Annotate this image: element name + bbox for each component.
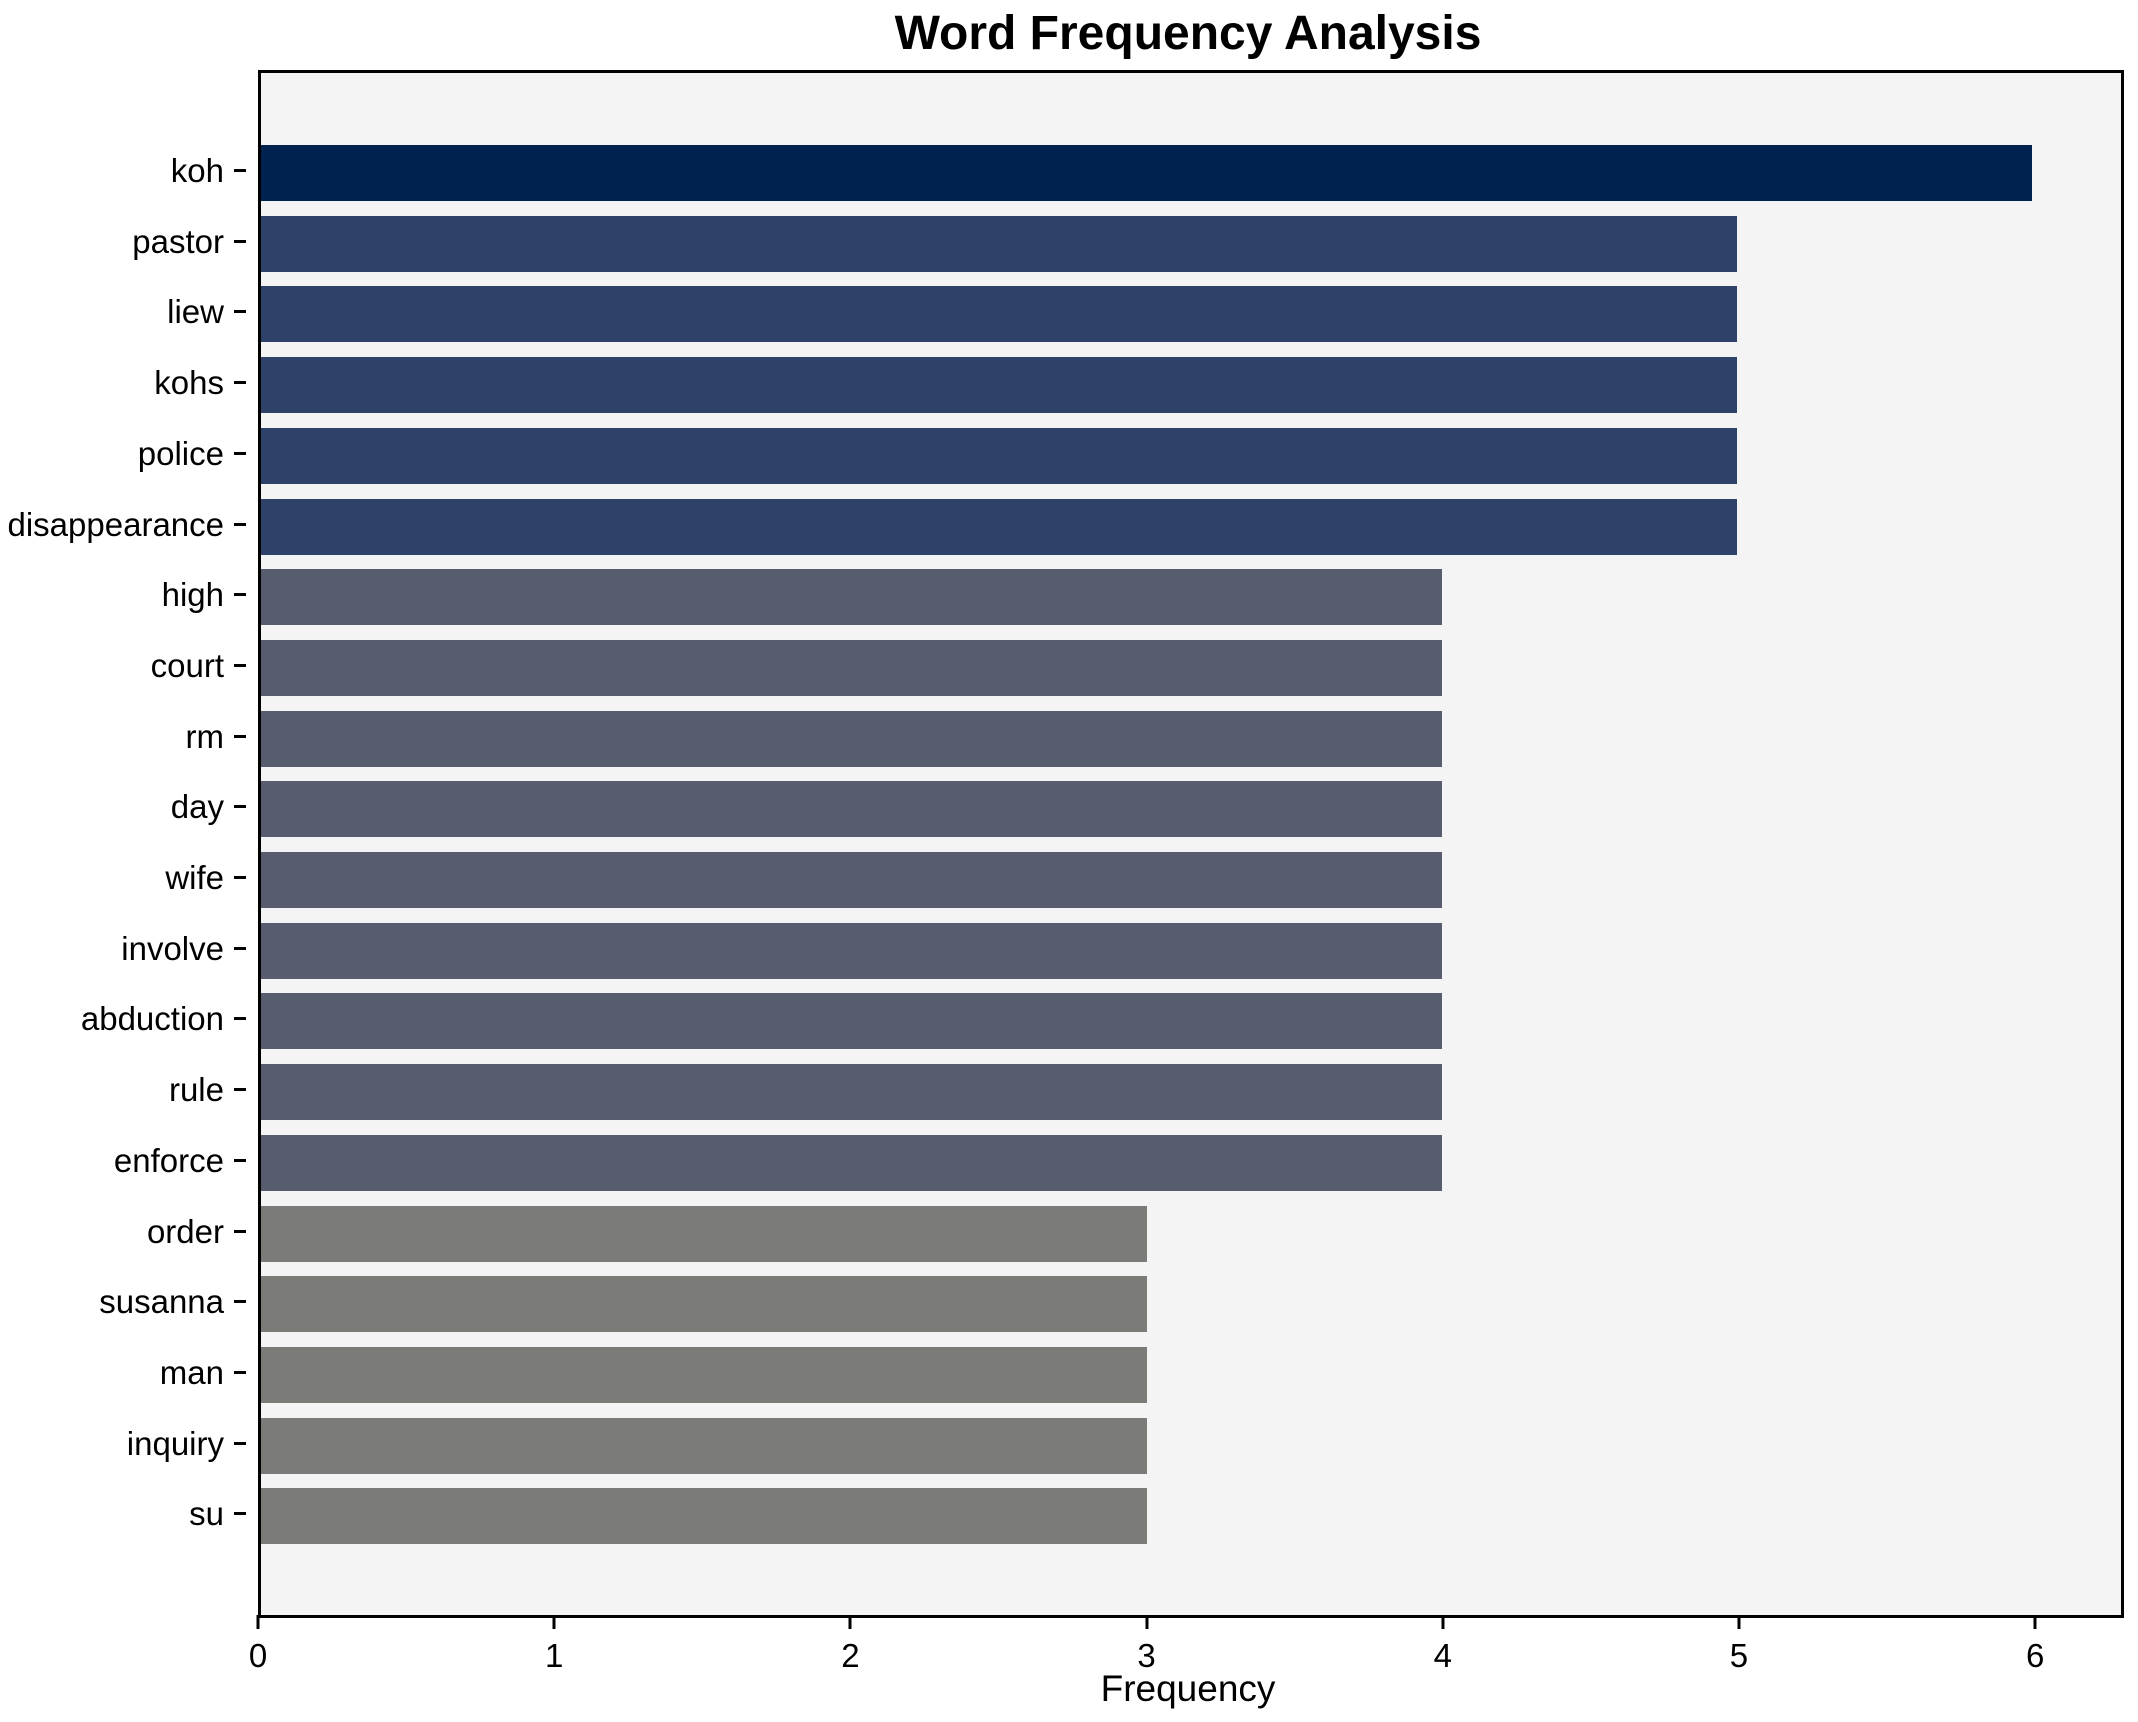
y-tick-label: inquiry [126,1424,224,1462]
y-tick-label: police [137,434,224,472]
y-tick-label: disappearance [7,505,225,543]
y-tick-label: court [150,646,224,684]
x-tick-label: 3 [1137,1637,1156,1674]
y-tick-label: liew [167,293,224,331]
bar [261,1064,1442,1121]
x-tick-mark [1441,1615,1445,1629]
bar [261,427,1738,484]
x-axis: 0 1 2 3 4 5 6 [249,1615,2124,1685]
y-tick-mark [234,1088,246,1092]
bar [261,852,1442,908]
bar [261,781,1442,838]
y-tick-label: wife [165,859,224,896]
bar [261,215,1738,272]
bar [261,639,1442,696]
y-tick-mark [234,451,246,455]
y-tick-label: rule [168,1071,224,1109]
y-tick-label: kohs [154,364,224,402]
y-tick-mark [234,310,246,314]
y-tick-mark [234,1512,246,1516]
bar [261,922,1442,979]
x-axis-label: Frequency [1100,1668,1276,1709]
x-tick-label: 0 [248,1637,268,1674]
y-tick-label: rm [185,717,224,755]
y-tick-mark [234,663,246,667]
y-tick-mark [234,876,246,879]
bar [261,1134,1442,1191]
y-tick-label: man [159,1353,224,1391]
y-tick-mark [234,946,246,950]
x-tick-label: 5 [1729,1637,1749,1674]
y-axis-labels: koh pastor liew kohs police disappearance high… [0,70,246,1612]
x-tick-label: 6 [2025,1637,2045,1674]
y-tick-mark [234,734,246,738]
y-tick-mark [234,1017,246,1021]
y-tick-label: enforce [113,1141,224,1179]
bar [261,569,1442,626]
bar [261,498,1738,555]
y-tick-label: koh [170,152,224,189]
bar [261,710,1442,767]
plot-area [258,70,2124,1618]
x-tick-label: 2 [841,1637,860,1674]
x-tick-mark [1737,1615,1741,1629]
bar [261,1488,1147,1545]
y-tick-label: day [170,788,224,826]
y-tick-mark [234,169,246,172]
y-tick-mark [234,1158,246,1162]
y-tick-mark [234,1300,246,1304]
bar [261,286,1738,343]
bar [261,145,2033,201]
y-tick-mark [234,1229,246,1233]
x-tick-label: 4 [1433,1637,1452,1674]
y-tick-label: involve [121,929,224,967]
x-tick-mark [1145,1615,1149,1629]
bar [261,1205,1147,1262]
y-tick-label: su [189,1495,224,1533]
chart-title: Word Frequency Analysis [894,7,1482,60]
y-tick-label: order [146,1212,224,1250]
y-tick-mark [234,1441,246,1445]
y-tick-mark [234,1370,246,1374]
y-tick-mark [234,593,246,597]
y-tick-label: abduction [80,1000,224,1038]
y-tick-label: high [161,576,224,614]
y-tick-label: pastor [132,222,224,260]
bar [261,1346,1147,1403]
y-tick-label: susanna [99,1283,224,1321]
x-tick-mark [552,1615,556,1629]
bar [261,1417,1147,1474]
bar [261,357,1738,414]
x-tick-label: 1 [545,1637,564,1674]
x-tick-mark [848,1615,852,1629]
bar [261,1276,1147,1333]
x-tick-mark [2033,1615,2037,1629]
y-tick-mark [234,805,246,809]
y-tick-mark [234,239,246,243]
y-tick-mark [234,381,246,385]
y-tick-mark [234,522,246,526]
x-tick-mark [256,1615,260,1629]
bar [261,993,1442,1050]
